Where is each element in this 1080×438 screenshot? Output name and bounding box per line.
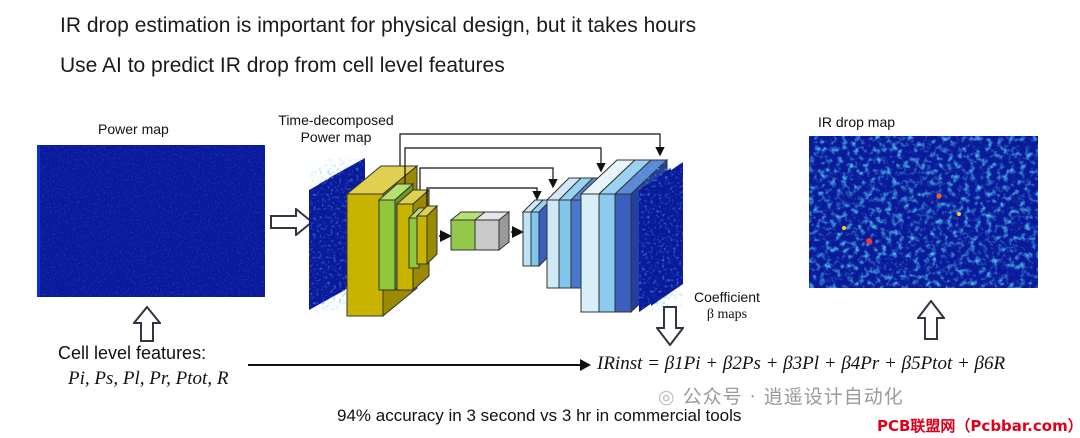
cell-features-title: Cell level features:: [58, 343, 207, 363]
coefficient-label-line-2: β maps: [706, 307, 748, 322]
features-to-equation-arrow: [248, 358, 592, 377]
source-badge: PCB联盟网（Pcbbar.com）: [874, 414, 1080, 437]
time-decomposed-label-line-2: Power map: [300, 129, 372, 145]
ir-up-arrow: [915, 299, 947, 345]
features-up-arrow: [131, 305, 163, 347]
ir-drop-map-label: IR drop map: [818, 114, 896, 130]
ir-equation: IRinst = β1Pi + β2Ps + β3Pl + β4Pr + β5P…: [597, 353, 1006, 374]
unet-diagram: [305, 128, 705, 328]
headline-1: IR drop estimation is important for phys…: [60, 14, 697, 37]
power-map-image: [37, 145, 265, 297]
watermark: ◎ 公众号 · 逍遥设计自动化: [658, 382, 904, 409]
power-map-label: Power map: [98, 121, 169, 137]
input-arrow: [270, 206, 314, 241]
time-decomposed-label: Time-decomposed Power map: [272, 112, 400, 146]
encoder-block-3: [407, 204, 439, 269]
bottleneck-block: [449, 210, 511, 252]
watermark-text: 公众号 · 逍遥设计自动化: [682, 386, 904, 408]
beta-down-arrow: [654, 306, 686, 351]
ir-drop-map-image: [809, 136, 1038, 288]
time-decomposed-label-line-1: Time-decomposed: [278, 112, 394, 128]
cell-features-list: Pi, Ps, Pl, Pr, Ptot, R: [68, 368, 229, 389]
accuracy-statement: 94% accuracy in 3 second vs 3 hr in comm…: [337, 406, 742, 425]
headline-2: Use AI to predict IR drop from cell leve…: [60, 54, 505, 77]
skip-connections: [399, 133, 665, 206]
output-beta-maps: [639, 162, 683, 312]
coefficient-label: Coefficient β maps: [694, 288, 760, 324]
wechat-icon: ◎: [658, 386, 676, 408]
coefficient-label-line-1: Coefficient: [694, 289, 760, 305]
